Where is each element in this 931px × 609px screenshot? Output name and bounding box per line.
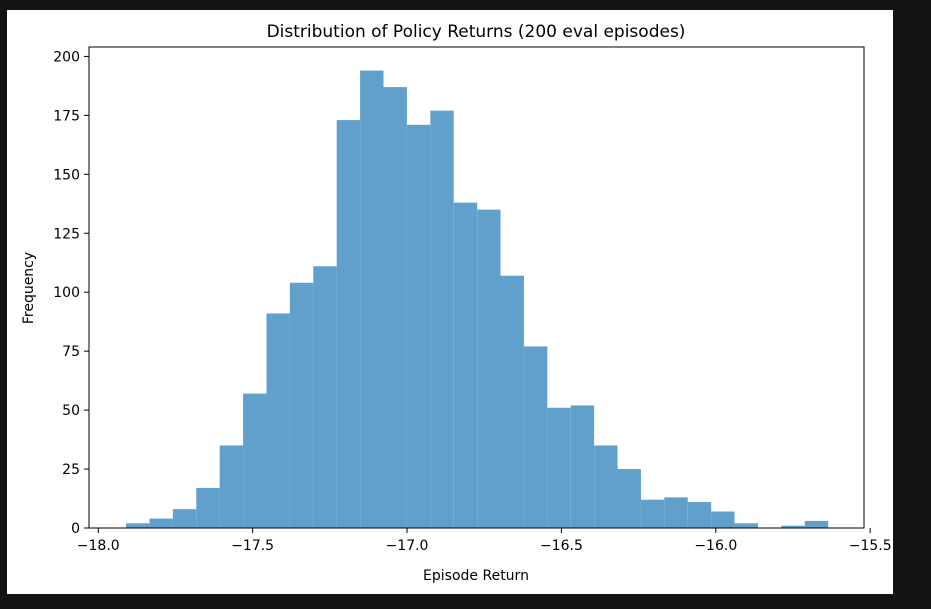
x-axis-ticks: −18.0 −17.5 −17.0 −16.5 −16.0 −15.5 <box>77 528 892 554</box>
histogram-chart: Distribution of Policy Returns (200 eval… <box>21 22 892 584</box>
bars-group <box>126 70 829 529</box>
y-tick-label: 175 <box>53 108 80 124</box>
histogram-bar <box>500 275 524 528</box>
histogram-bar <box>664 497 688 528</box>
histogram-bar <box>406 124 431 528</box>
histogram-bar <box>453 202 478 528</box>
histogram-bar <box>149 518 173 528</box>
y-tick-label: 125 <box>53 226 80 242</box>
histogram-bar <box>289 282 314 528</box>
histogram-bar <box>243 393 267 528</box>
histogram-bar <box>430 110 454 528</box>
histogram-bar <box>383 87 407 528</box>
x-tick-label: −17.0 <box>386 538 429 554</box>
histogram-bar <box>523 346 548 528</box>
histogram-bar <box>594 445 618 528</box>
x-tick-label: −15.5 <box>849 538 892 554</box>
histogram-figure: Distribution of Policy Returns (200 eval… <box>7 10 893 594</box>
histogram-bar <box>266 313 290 528</box>
x-tick-label: −16.5 <box>540 538 583 554</box>
y-tick-label: 100 <box>53 285 80 301</box>
y-tick-label: 25 <box>62 462 80 478</box>
y-tick-label: 75 <box>62 344 80 360</box>
histogram-bar <box>313 266 337 528</box>
histogram-bar <box>781 525 805 528</box>
y-tick-label: 150 <box>53 167 80 183</box>
histogram-bar <box>126 523 150 528</box>
histogram-bar <box>547 407 571 528</box>
histogram-bar <box>734 523 758 528</box>
histogram-bar <box>617 469 641 528</box>
y-axis-ticks: 0 25 50 75 100 125 150 175 200 <box>53 49 89 537</box>
x-tick-label: −18.0 <box>77 538 120 554</box>
histogram-bar <box>477 209 501 529</box>
plot-frame <box>88 46 865 529</box>
x-axis-label: Episode Return <box>423 568 529 584</box>
histogram-bar <box>804 520 829 528</box>
histogram-bar <box>336 120 361 528</box>
histogram-bar <box>711 511 735 528</box>
histogram-bar <box>172 509 197 528</box>
x-tick-label: −16.0 <box>694 538 737 554</box>
histogram-bar <box>570 405 595 528</box>
histogram-bar <box>360 70 384 528</box>
chart-title: Distribution of Policy Returns (200 eval… <box>267 22 686 42</box>
y-axis-label: Frequency <box>21 252 37 324</box>
histogram-bar <box>196 487 220 528</box>
y-tick-label: 50 <box>62 403 80 419</box>
y-tick-label: 200 <box>53 49 80 65</box>
histogram-bar <box>219 445 244 528</box>
x-tick-label: −17.5 <box>231 538 274 554</box>
histogram-bar <box>687 502 712 528</box>
y-tick-label: 0 <box>71 521 80 537</box>
histogram-bar <box>640 499 665 528</box>
